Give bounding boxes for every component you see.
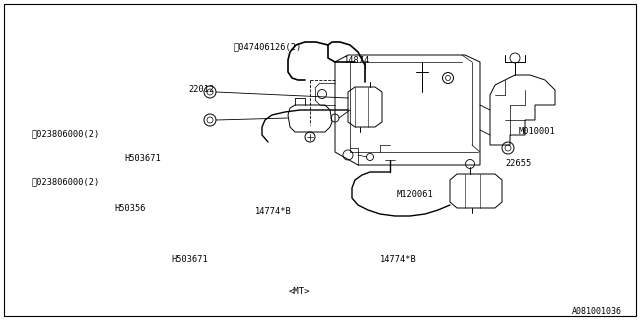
Text: 14774*B: 14774*B (255, 207, 291, 216)
Text: M010001: M010001 (518, 127, 555, 136)
Text: 14774*B: 14774*B (380, 255, 416, 264)
Text: M120061: M120061 (397, 190, 433, 199)
Text: H503671: H503671 (172, 255, 208, 264)
Text: A081001036: A081001036 (572, 307, 622, 316)
Text: 22655: 22655 (506, 159, 532, 168)
Text: ⓓ023806000(2): ⓓ023806000(2) (32, 129, 100, 138)
Text: <MT>: <MT> (289, 287, 310, 296)
Text: 14874: 14874 (344, 56, 371, 65)
Text: H503671: H503671 (125, 154, 161, 163)
Text: H50356: H50356 (114, 204, 145, 213)
Text: ⓓ023806000(2): ⓓ023806000(2) (32, 177, 100, 186)
Text: 22012: 22012 (189, 85, 215, 94)
Text: Ⓜ047406126(2): Ⓜ047406126(2) (234, 42, 302, 51)
